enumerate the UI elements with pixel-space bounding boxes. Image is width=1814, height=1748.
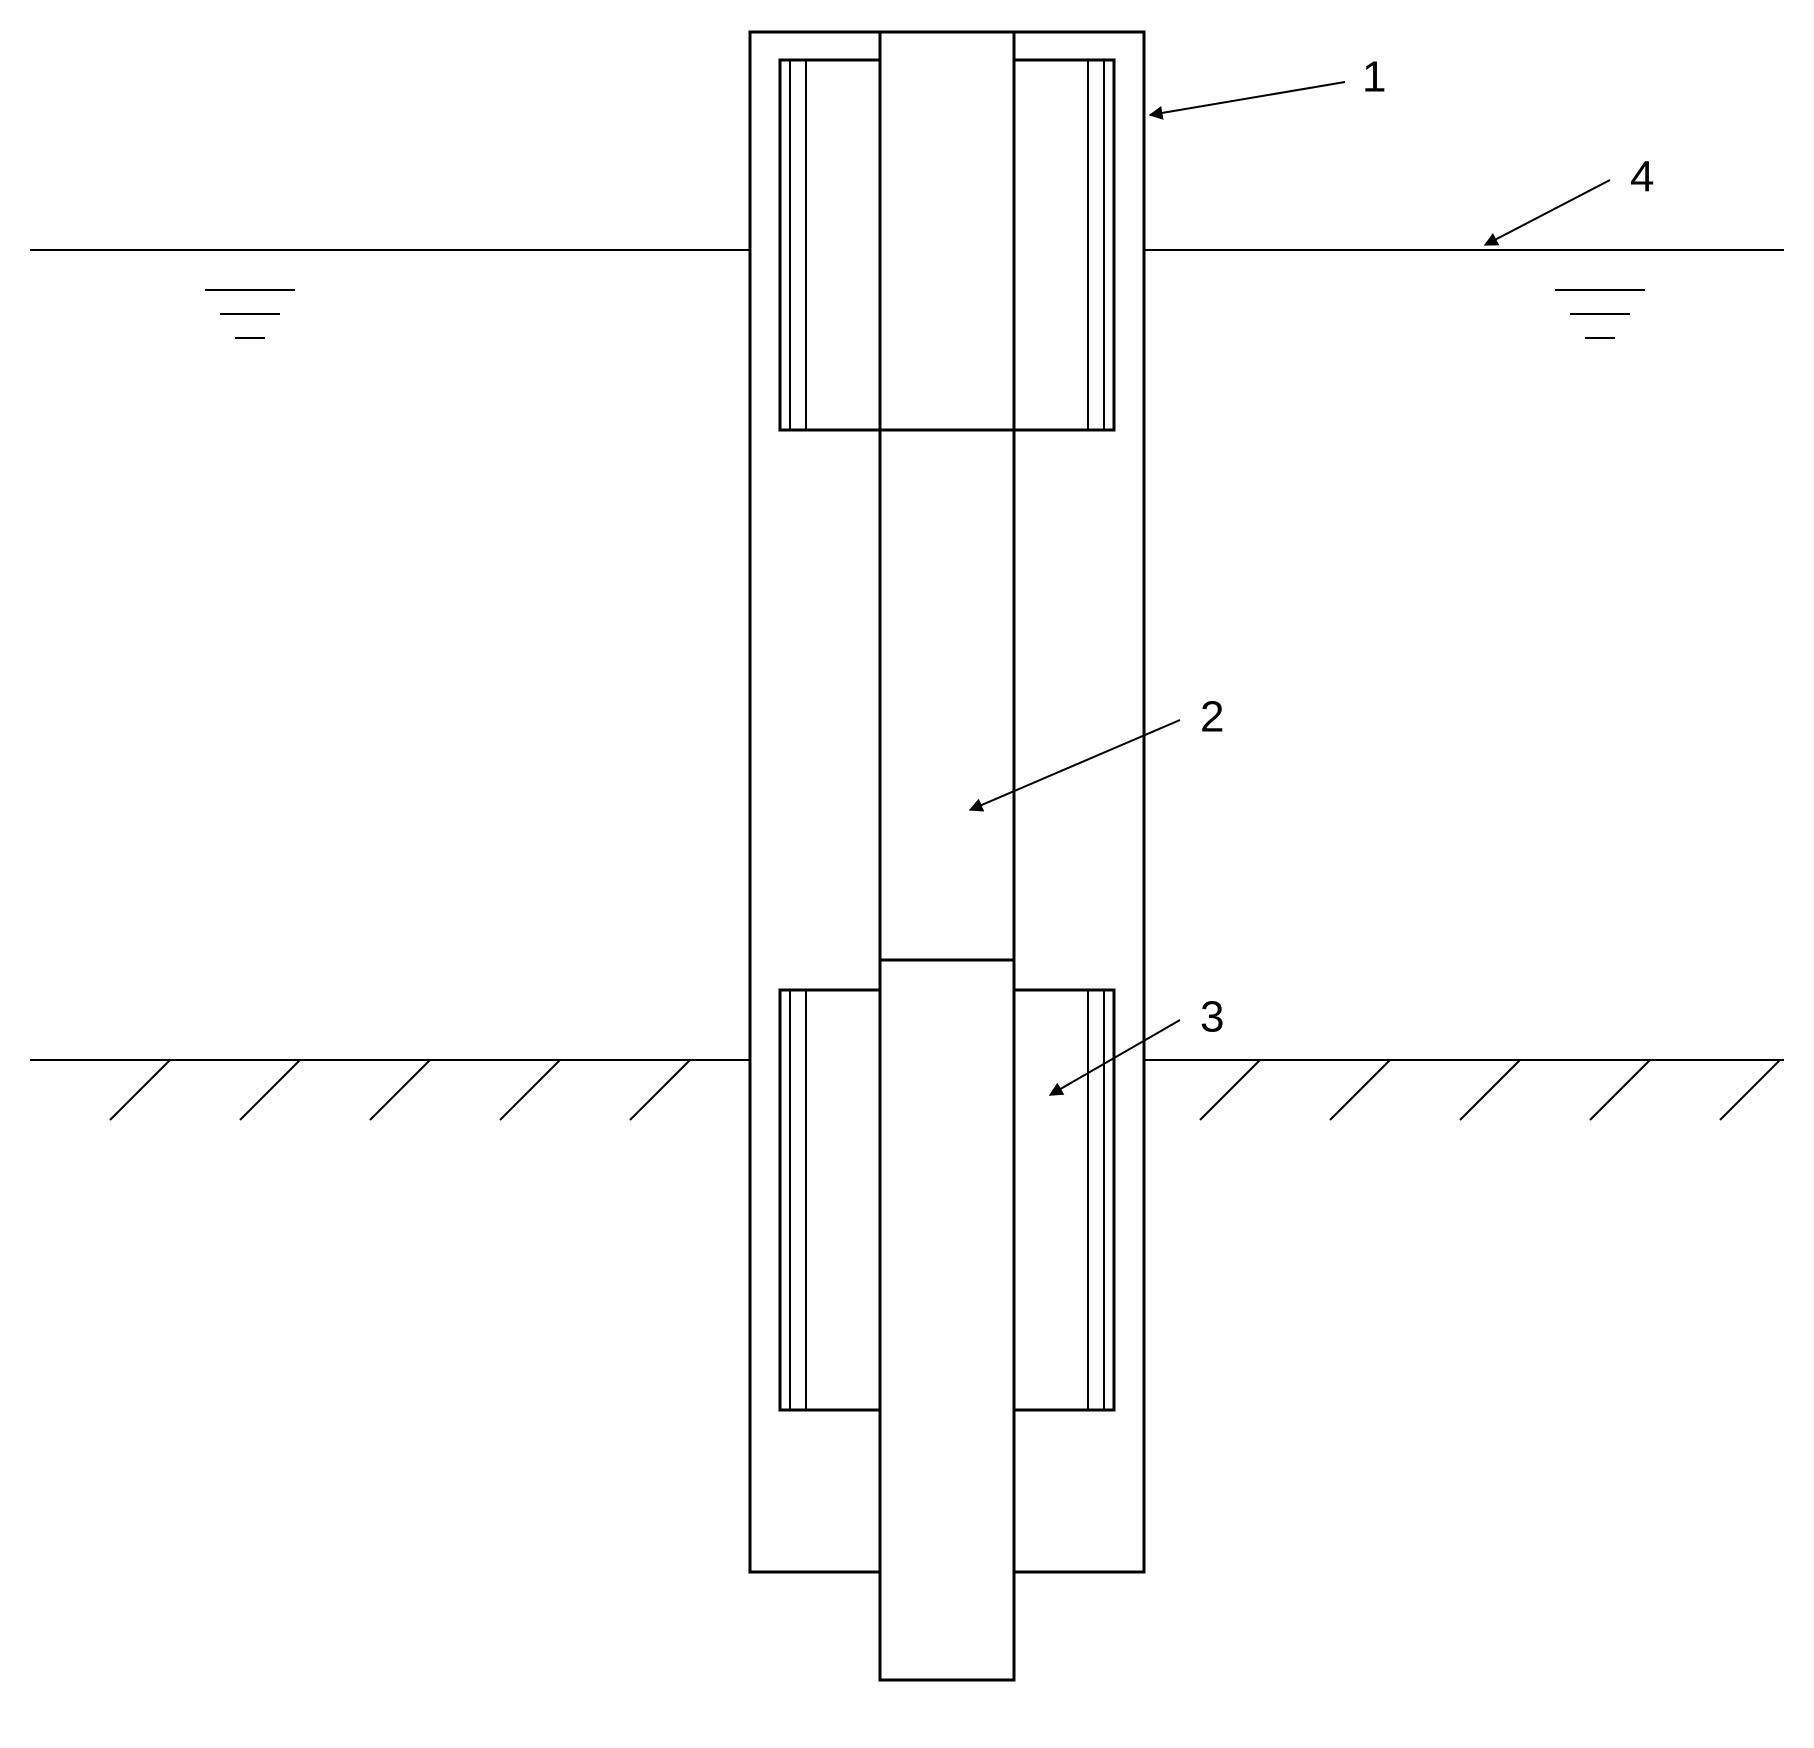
ground-hatch-right bbox=[1590, 1060, 1650, 1120]
leader-l1 bbox=[1150, 82, 1345, 115]
label-l1: 1 bbox=[1362, 53, 1390, 102]
ground-hatch-left bbox=[110, 1060, 170, 1120]
ground-hatch-left bbox=[500, 1060, 560, 1120]
lower-sleeve-left bbox=[780, 990, 880, 1410]
ground-hatch-left bbox=[630, 1060, 690, 1120]
center-column bbox=[880, 32, 1014, 1680]
ground-hatch-left bbox=[370, 1060, 430, 1120]
leader-l4 bbox=[1485, 180, 1610, 245]
ground-hatch-right bbox=[1200, 1060, 1260, 1120]
ground-hatch-right bbox=[1720, 1060, 1780, 1120]
label-l2: 2 bbox=[1200, 693, 1228, 742]
ground-hatch-right bbox=[1460, 1060, 1520, 1120]
label-l3: 3 bbox=[1200, 993, 1228, 1042]
ground-hatch-right bbox=[1330, 1060, 1390, 1120]
upper-sleeve-left bbox=[780, 60, 880, 430]
label-l4: 4 bbox=[1630, 153, 1658, 202]
upper-sleeve-right bbox=[1014, 60, 1114, 430]
lower-sleeve-right bbox=[1014, 990, 1114, 1410]
ground-hatch-left bbox=[240, 1060, 300, 1120]
